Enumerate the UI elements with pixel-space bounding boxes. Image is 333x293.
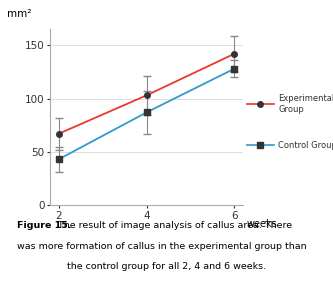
Text: Control Group: Control Group: [278, 141, 333, 150]
Text: weeks: weeks: [247, 219, 278, 229]
Text: was more formation of callus in the experimental group than: was more formation of callus in the expe…: [17, 242, 306, 251]
Text: the control group for all 2, 4 and 6 weeks.: the control group for all 2, 4 and 6 wee…: [67, 262, 266, 271]
Text: mm²: mm²: [7, 9, 32, 19]
Text: Figure 15.: Figure 15.: [17, 221, 71, 230]
Text: Experimental
Group: Experimental Group: [278, 94, 333, 114]
Text: The result of image analysis of callus area. There: The result of image analysis of callus a…: [55, 221, 292, 230]
